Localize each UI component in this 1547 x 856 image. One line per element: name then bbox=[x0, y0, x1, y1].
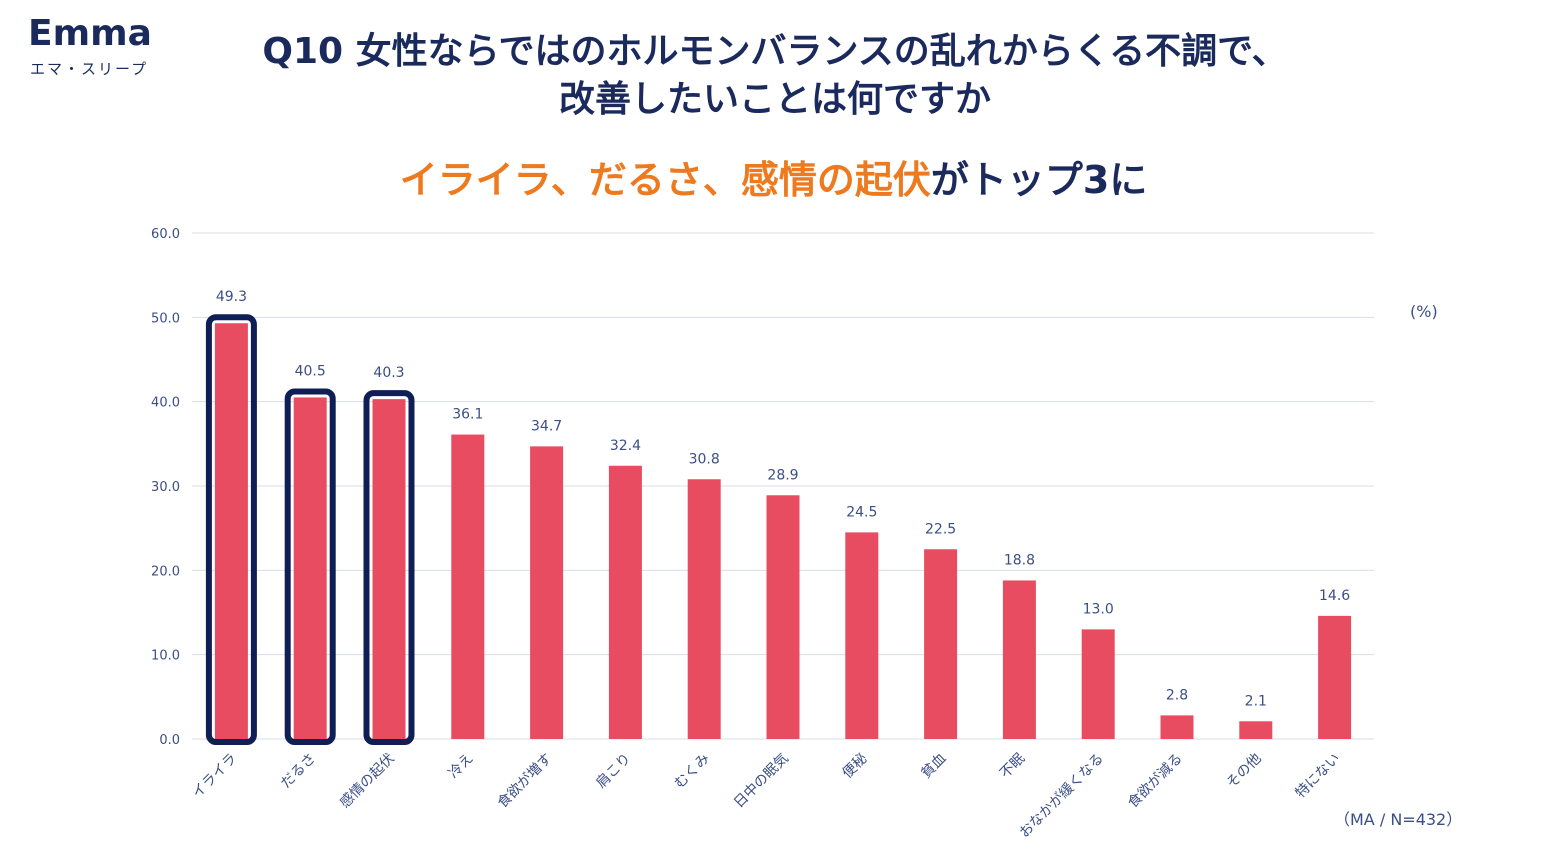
sample-note: （MA / N=432） bbox=[1334, 810, 1463, 829]
bar-highlight-frame bbox=[284, 388, 336, 745]
x-category-label: 日中の眠気 bbox=[731, 751, 792, 812]
bar bbox=[293, 397, 327, 739]
x-category-label: イライラ bbox=[189, 751, 240, 802]
data-label: 32.4 bbox=[610, 438, 641, 454]
data-label: 40.3 bbox=[373, 365, 404, 381]
data-label: 40.5 bbox=[295, 363, 326, 379]
data-label: 14.6 bbox=[1319, 588, 1350, 604]
headline-highlight: イライラ、だるさ、感情の起伏 bbox=[399, 158, 931, 202]
bar bbox=[1239, 721, 1273, 739]
title-line-1: Q10 女性ならではのホルモンバランスの乱れからくる不調で、 bbox=[262, 31, 1288, 72]
y-tick-label: 10.0 bbox=[151, 649, 180, 664]
bar bbox=[766, 495, 800, 739]
x-category-label: 感情の起伏 bbox=[336, 750, 398, 812]
bar bbox=[530, 446, 564, 739]
page-title: Q10 女性ならではのホルモンバランスの乱れからくる不調で、 改善したいことは何… bbox=[150, 28, 1400, 124]
x-category-label: むくみ bbox=[672, 751, 713, 792]
bar bbox=[1081, 629, 1115, 739]
y-tick-label: 0.0 bbox=[159, 733, 180, 748]
data-label: 2.1 bbox=[1245, 693, 1267, 709]
unit-label: (%) bbox=[1410, 302, 1438, 321]
x-category-label: だるさ bbox=[278, 751, 319, 792]
x-category-label: 貧血 bbox=[918, 751, 949, 782]
emma-logo: Emma エマ・スリープ bbox=[28, 14, 168, 79]
y-tick-label: 20.0 bbox=[151, 564, 180, 579]
y-tick-label: 40.0 bbox=[151, 396, 180, 411]
bar bbox=[1002, 580, 1036, 739]
data-label: 30.8 bbox=[689, 451, 720, 467]
logo-subtitle: エマ・スリープ bbox=[30, 60, 149, 78]
bar bbox=[1160, 715, 1194, 739]
y-tick-label: 50.0 bbox=[151, 311, 180, 326]
x-category-label: 食欲が増す bbox=[494, 750, 556, 812]
chart-headline: イライラ、だるさ、感情の起伏がトップ3に bbox=[0, 156, 1547, 204]
x-category-label: 特にない bbox=[1293, 751, 1344, 802]
x-category-label: 便秘 bbox=[840, 751, 871, 782]
data-label: 49.3 bbox=[216, 289, 247, 305]
bar bbox=[924, 549, 958, 739]
x-category-label: 肩こり bbox=[593, 751, 634, 792]
data-label: 24.5 bbox=[846, 504, 877, 520]
data-label: 22.5 bbox=[925, 521, 956, 537]
x-category-label: 食欲が減る bbox=[1124, 750, 1186, 812]
logo-wordmark: Emma bbox=[28, 13, 152, 54]
x-category-label: その他 bbox=[1224, 751, 1265, 792]
bar bbox=[845, 532, 879, 739]
bar bbox=[608, 465, 642, 739]
data-label: 28.9 bbox=[767, 467, 798, 483]
title-line-2: 改善したいことは何ですか bbox=[558, 79, 991, 120]
bar bbox=[687, 479, 721, 739]
bar bbox=[214, 323, 248, 739]
data-label: 18.8 bbox=[1004, 552, 1035, 568]
data-label: 13.0 bbox=[1083, 601, 1114, 617]
bar bbox=[1318, 615, 1352, 739]
bar bbox=[451, 434, 485, 739]
bar bbox=[372, 399, 406, 739]
bar-highlight-frame bbox=[205, 314, 257, 745]
y-tick-label: 60.0 bbox=[151, 227, 180, 242]
y-tick-label: 30.0 bbox=[151, 480, 180, 495]
x-category-label: おなかが緩くなる bbox=[1017, 751, 1108, 842]
x-category-label: 冷え bbox=[446, 751, 477, 782]
bar-highlight-frame bbox=[363, 390, 415, 745]
x-category-label: 不眠 bbox=[997, 751, 1028, 782]
data-label: 2.8 bbox=[1166, 687, 1188, 703]
data-label: 36.1 bbox=[452, 407, 483, 423]
headline-rest: がトップ3に bbox=[930, 158, 1148, 202]
data-label: 34.7 bbox=[531, 418, 562, 434]
